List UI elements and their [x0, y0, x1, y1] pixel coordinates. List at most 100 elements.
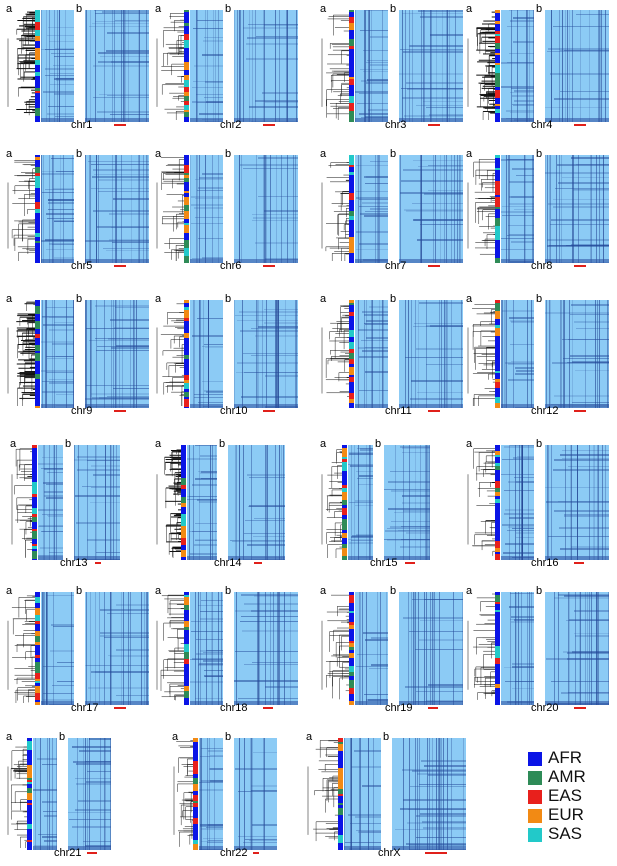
heatmap-streak — [567, 10, 568, 122]
heatmap-band — [361, 340, 388, 341]
heatmap-streak — [257, 300, 258, 408]
population-segment — [495, 358, 500, 363]
heatmap-band — [348, 814, 381, 816]
heatmap-band — [355, 500, 373, 502]
heatmap-band — [200, 455, 217, 457]
population-segment — [184, 219, 189, 223]
population-segment — [349, 85, 354, 93]
population-segment — [349, 200, 354, 206]
population-segment — [35, 702, 40, 705]
heatmap-band — [187, 499, 217, 500]
heatmap-bottom-band — [234, 701, 298, 705]
heatmap-streak — [607, 300, 608, 408]
population-segment — [35, 693, 40, 700]
heatmap-band — [385, 530, 430, 532]
heatmap-band — [429, 114, 463, 116]
heatmap-band — [356, 534, 373, 536]
heatmap-band — [196, 639, 223, 640]
scale-bar — [427, 410, 440, 412]
population-segment — [338, 808, 343, 815]
heatmap-band — [42, 391, 74, 393]
population-segment — [32, 455, 37, 460]
heatmap-band — [194, 544, 217, 546]
heatmap-band — [113, 388, 149, 389]
heatmap-streak — [234, 300, 235, 408]
population-segment — [342, 465, 347, 471]
heatmap-streak — [278, 592, 279, 705]
population-segment — [35, 334, 40, 338]
population-segment — [35, 379, 40, 385]
heatmap-band — [192, 101, 223, 103]
population-segment — [349, 30, 354, 33]
population-color-strip — [35, 300, 40, 408]
population-segment — [184, 155, 189, 157]
heatmap-band — [68, 812, 111, 813]
legend-item-sas: SAS — [528, 825, 613, 844]
heatmap-streak — [366, 300, 367, 408]
heatmap-streak — [196, 155, 197, 263]
population-segment — [495, 463, 500, 466]
population-segment — [184, 307, 189, 310]
heatmap-band — [366, 176, 388, 178]
heatmap-band — [362, 350, 388, 352]
heatmap-band — [501, 86, 534, 88]
population-segment — [349, 367, 354, 375]
scale-bar — [262, 124, 275, 126]
population-segment — [193, 754, 198, 761]
population-segment — [184, 101, 189, 105]
population-segment — [495, 209, 500, 212]
heatmap-streak — [281, 155, 282, 263]
heatmap-streak — [370, 445, 371, 560]
heatmap-band — [351, 536, 373, 538]
heatmap-streak — [358, 445, 359, 560]
population-segment — [495, 531, 500, 537]
population-segment — [35, 202, 40, 209]
population-segment — [184, 48, 189, 55]
population-segment — [181, 550, 186, 553]
population-color-strip — [184, 592, 189, 705]
population-segment — [495, 120, 500, 122]
heatmap-band — [46, 595, 74, 596]
heatmap-streak — [66, 300, 67, 408]
heatmap-streak — [419, 738, 420, 850]
population-segment — [184, 397, 189, 399]
heatmap-streak — [548, 445, 549, 560]
heatmap-band — [510, 20, 534, 22]
heatmap-band — [404, 209, 463, 211]
heatmap-streak — [420, 155, 421, 263]
population-segment — [27, 765, 32, 770]
panel-letter-b: b — [59, 731, 66, 743]
heatmap-band — [99, 397, 149, 399]
heatmap-streak — [116, 445, 117, 560]
scale-bar — [573, 124, 586, 126]
heatmap-streak — [278, 592, 279, 705]
population-segment — [495, 558, 500, 560]
panel-letter-b: b — [225, 731, 232, 743]
haplotype-heatmap-a — [501, 445, 534, 560]
haplotype-heatmap-a — [199, 738, 223, 850]
heatmap-streak — [578, 155, 579, 263]
heatmap-streak — [446, 155, 447, 263]
heatmap-band — [91, 671, 149, 673]
heatmap-streak — [46, 300, 47, 408]
population-segment — [35, 392, 40, 395]
heatmap-band — [568, 692, 609, 693]
population-segment — [342, 459, 347, 462]
population-segment — [181, 545, 186, 550]
heatmap-streak — [259, 592, 260, 705]
heatmap-band — [416, 348, 463, 350]
heatmap-band — [243, 353, 298, 354]
population-segment — [349, 701, 354, 705]
heatmap-bottom-band — [85, 701, 149, 705]
chromosome-label: chr4 — [531, 119, 553, 131]
panel-letter-b: b — [390, 148, 397, 160]
heatmap-band — [404, 115, 463, 117]
chromosome-panel-chr6: a b chr6 — [155, 147, 298, 275]
heatmap-band — [249, 840, 277, 841]
population-segment — [184, 363, 189, 370]
heatmap-band — [187, 458, 217, 460]
heatmap-band — [406, 210, 463, 212]
heatmap-band — [200, 472, 217, 474]
population-segment — [193, 784, 198, 788]
heatmap-band — [198, 664, 223, 666]
